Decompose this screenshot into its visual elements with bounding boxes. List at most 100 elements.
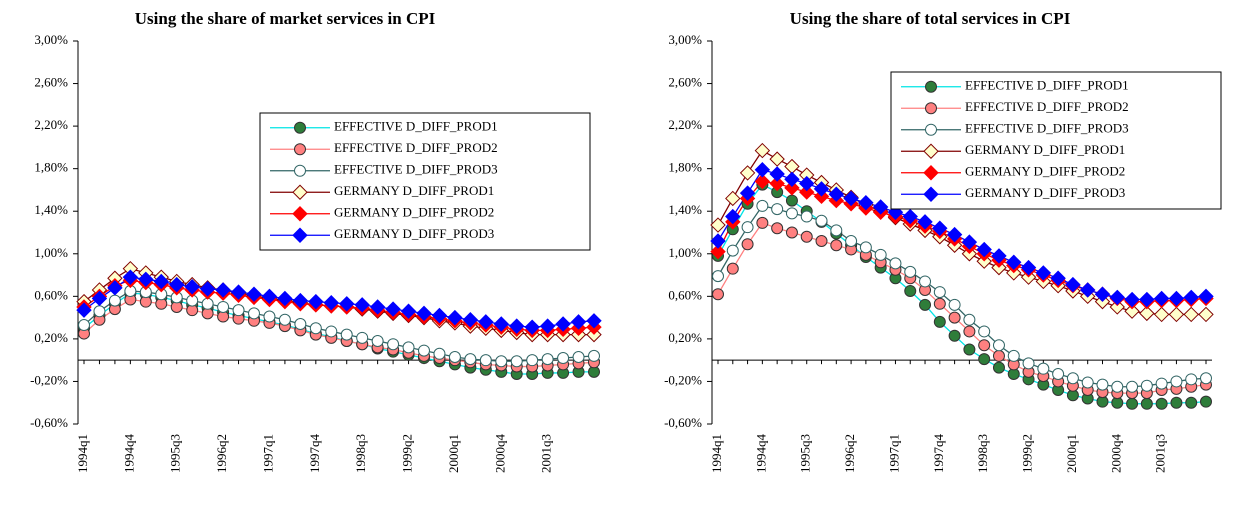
- y-tick-label: 2,20%: [34, 117, 68, 132]
- marker: [785, 207, 798, 220]
- marker: [741, 221, 754, 234]
- marker: [122, 269, 139, 285]
- marker: [431, 307, 448, 324]
- marker: [963, 313, 976, 326]
- marker: [201, 297, 214, 310]
- marker: [710, 217, 726, 233]
- legend-box: [890, 71, 1222, 210]
- marker: [354, 297, 370, 313]
- marker: [199, 281, 216, 297]
- series-line: [717, 149, 1206, 316]
- marker: [946, 226, 963, 243]
- x-tick-label: 1996q2: [842, 434, 857, 473]
- marker: [904, 285, 917, 298]
- marker: [448, 350, 461, 363]
- marker: [555, 316, 571, 332]
- marker: [813, 181, 830, 197]
- x-tick-label: 1997q4: [307, 434, 322, 474]
- marker: [978, 353, 991, 366]
- marker: [1139, 305, 1155, 322]
- marker: [1168, 306, 1185, 323]
- legend-marker: [923, 186, 939, 202]
- y-tick-label: 0,60%: [34, 287, 68, 302]
- marker: [726, 244, 739, 257]
- legend-marker: [925, 80, 937, 93]
- marker: [976, 241, 992, 258]
- series-line: [717, 180, 1207, 303]
- legend-label: GERMANY D_DIFF_PROD1: [334, 183, 494, 198]
- marker: [400, 303, 417, 319]
- x-tick-label: 1998q3: [975, 434, 990, 473]
- marker: [800, 230, 813, 243]
- marker: [739, 165, 756, 181]
- marker: [493, 316, 509, 332]
- marker: [339, 296, 355, 312]
- series-line: [717, 222, 1207, 394]
- marker: [858, 195, 874, 211]
- marker: [1006, 254, 1022, 270]
- chart-title: Using the share of market services in CP…: [135, 9, 436, 28]
- x-tick-label: 2001q3: [1153, 434, 1168, 473]
- legend-label: EFFECTIVE D_DIFF_PROD1: [965, 78, 1129, 93]
- marker: [278, 313, 291, 326]
- x-tick-label: 1994q4: [121, 434, 136, 474]
- y-tick-label: 0,20%: [668, 330, 702, 345]
- marker: [756, 216, 769, 229]
- marker: [1198, 288, 1214, 305]
- x-tick-label: 1999q2: [1020, 434, 1035, 473]
- marker: [479, 354, 492, 367]
- marker: [107, 280, 123, 296]
- marker: [917, 214, 933, 230]
- marker: [784, 158, 800, 175]
- marker: [217, 300, 230, 313]
- y-tick-label: 0,60%: [668, 287, 702, 302]
- marker: [769, 175, 785, 192]
- y-tick-label: -0,20%: [30, 372, 68, 387]
- marker: [1079, 282, 1096, 298]
- marker: [712, 270, 724, 283]
- marker: [1111, 380, 1124, 393]
- marker: [785, 194, 798, 207]
- marker: [1200, 372, 1212, 385]
- x-tick-label: 1998q3: [353, 434, 368, 473]
- marker: [948, 329, 961, 342]
- marker: [539, 318, 556, 334]
- series-line: [83, 276, 595, 328]
- marker: [230, 284, 247, 300]
- series-line: [83, 279, 595, 332]
- marker: [418, 344, 430, 357]
- marker: [948, 311, 961, 324]
- marker: [889, 257, 902, 270]
- marker: [387, 338, 400, 351]
- marker: [277, 290, 293, 307]
- marker: [1022, 357, 1035, 370]
- marker: [1050, 270, 1066, 286]
- chart: Using the share of market services in CP…: [30, 9, 602, 474]
- marker: [263, 310, 276, 323]
- marker: [771, 222, 784, 235]
- y-tick-label: 3,00%: [34, 32, 68, 47]
- marker: [902, 208, 918, 225]
- marker: [153, 273, 169, 290]
- legend-marker: [923, 165, 939, 181]
- legend-label: GERMANY D_DIFF_PROD3: [334, 226, 494, 241]
- marker: [799, 184, 815, 200]
- marker: [557, 352, 570, 365]
- y-tick-label: -0,60%: [30, 415, 68, 430]
- marker: [992, 339, 1005, 352]
- y-tick-label: 2,60%: [668, 75, 702, 90]
- marker: [799, 175, 815, 192]
- marker: [754, 173, 771, 190]
- marker: [756, 199, 769, 212]
- legend-marker: [923, 143, 939, 159]
- marker: [828, 186, 845, 202]
- marker: [108, 294, 121, 307]
- legend-label: GERMANY D_DIFF_PROD2: [965, 164, 1125, 179]
- marker: [1200, 395, 1212, 408]
- y-tick-label: -0,20%: [664, 372, 702, 387]
- marker: [845, 235, 858, 248]
- y-tick-label: 1,80%: [668, 160, 702, 175]
- y-tick-label: 1,00%: [668, 245, 702, 260]
- marker: [815, 235, 828, 248]
